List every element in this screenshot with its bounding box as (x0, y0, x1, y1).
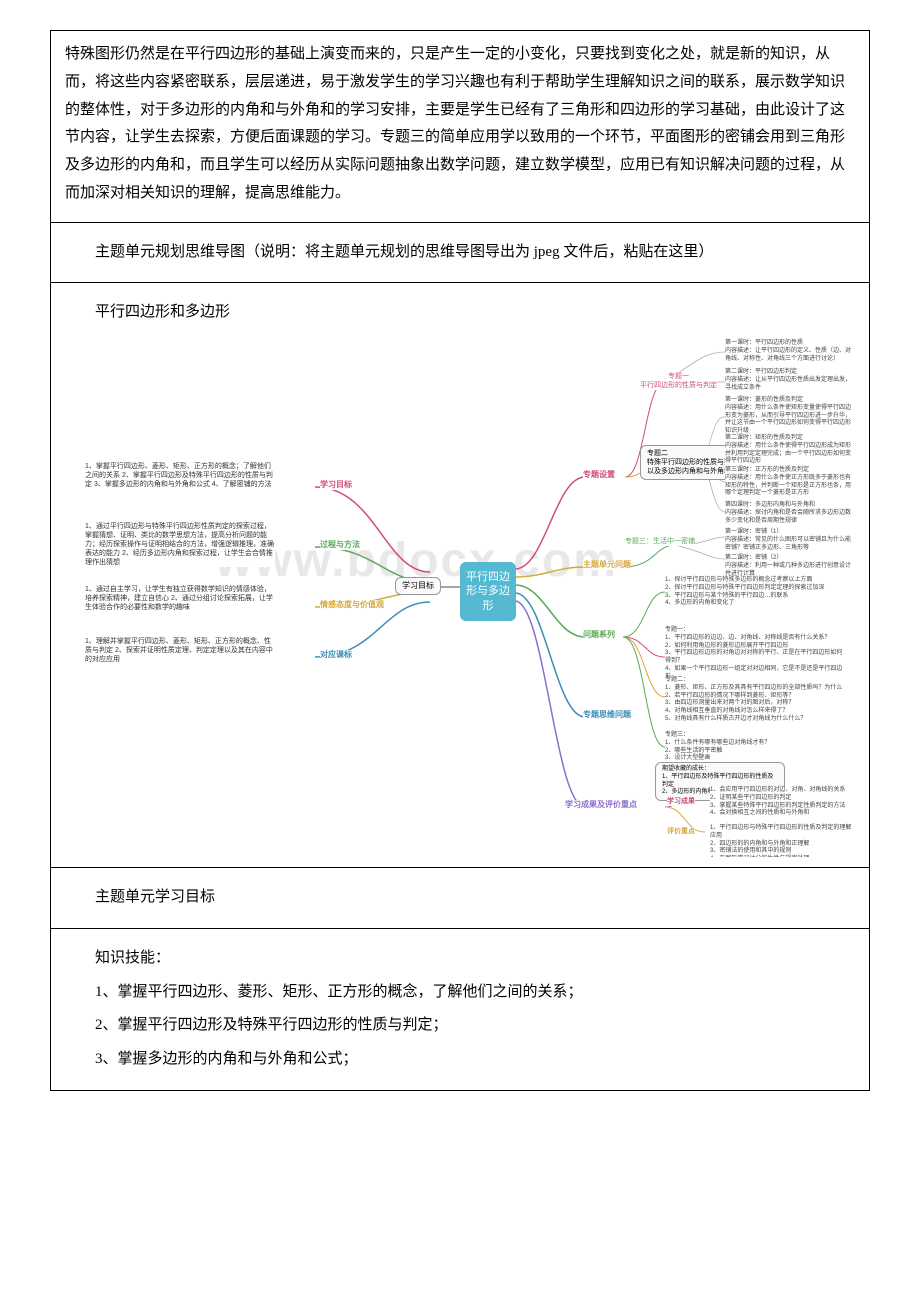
outcome-list-0: 1、会应用平行四边形的对边、对角、对角线的关系 2、证明某些平行四边形的判定 3… (710, 787, 855, 818)
qset-0: 专题一： 1、平行四边形的边边、边、对角线、对称线是否有什么关系？ 2、如何利用… (665, 627, 845, 682)
outcome-lbl-1: 评价重点 (667, 827, 695, 836)
intro-cell: 特殊图形仍然是在平行四边形的基础上演变而来的，只是产生一定的小变化，只要找到变化… (51, 31, 870, 223)
left-block-1: 1、通过平行四边形与特殊平行四边形性质判定的探索过程，掌握猜想、证明、类比的数学… (85, 522, 275, 567)
goals-header: 主题单元学习目标 (65, 884, 855, 912)
rb-4: 学习成果及评价重点 (565, 800, 637, 810)
left-hub: 学习目标 (395, 577, 441, 595)
left-cat-1: 过程与方法 (320, 540, 360, 550)
rb-0: 专题设置 (583, 470, 615, 480)
mindmap-title: 平行四边形和多边形 (65, 299, 855, 327)
subtopic3: 专题三：生活中一密铺 (625, 537, 695, 546)
mindmap-note-cell: 主题单元规划思维导图（说明：将主题单元规划的思维导图导出为 jpeg 文件后，粘… (51, 222, 870, 283)
outcome-list-1: 1、平行四边形与特殊平行四边形的性质及判定的理解应用 2、四边形的的内角和与外角… (710, 825, 855, 857)
skill-item-1: 1、掌握平行四边形、菱形、矩形、正方形的概念，了解他们之间的关系； (65, 979, 855, 1007)
left-block-0: 1、掌握平行四边形、菱形、矩形、正方形的概念；了解他们之间的关系 2、掌握平行四… (85, 462, 275, 489)
goals-header-cell: 主题单元学习目标 (51, 868, 870, 929)
mindmap-note: 主题单元规划思维导图（说明：将主题单元规划的思维导图导出为 jpeg 文件后，粘… (65, 239, 855, 267)
detail-6: 第一课时：密铺（1） 内容描述：常见的什么图形可以密铺且为什么能密铺？密铺正多边… (725, 529, 855, 552)
subtopic1: 专题一 平行四边形的性质与判定 (640, 372, 717, 390)
mindmap-diagram: www.bdocx.com (65, 337, 855, 857)
detail-3: 第二课时：矩形的性质及判定 内容描述：用什么条件使得平行四边形成为矩形并利用判定… (725, 435, 855, 466)
mindmap-center-node: 平行四边形与多边形 (460, 562, 516, 621)
left-block-2: 1、通过自主学习，让学生有独立获得数学知识的情感体验，培养探索精神，建立自信心 … (85, 585, 275, 612)
mindmap-cell: 平行四边形和多边形 www.bdocx.com (51, 283, 870, 868)
detail-4: 第三课时：正方形的性质及判定 内容描述：用什么条件使正方形既多于菱形也有矩形的特… (725, 467, 855, 498)
detail-2: 第一课时：菱形的性质及判定 内容描述：用什么条件使矩形变量使得平行四边形变为菱形… (725, 397, 855, 436)
detail-0: 第一课时：平行四边形的性质 内容描述：让平行四边形的定义、性质（边、对角线、对称… (725, 340, 855, 363)
skill-item-2: 2、掌握平行四边形及特殊平行四边形的性质与判定； (65, 1012, 855, 1040)
rb-2: 问题系列 (583, 630, 615, 640)
outcome-lbl-0: 学习成果 (667, 797, 695, 806)
document-table: 特殊图形仍然是在平行四边形的基础上演变而来的，只是产生一定的小变化，只要找到变化… (50, 30, 870, 1091)
q-main: 1、探讨平行四边形与特殊多边形的概念过考察以上方面 2、探讨平行四边形与特殊平行… (665, 577, 845, 608)
left-cat-3: 对应课标 (320, 650, 352, 660)
skill-item-3: 3、掌握多边形的内角和与外角和公式； (65, 1046, 855, 1074)
detail-5: 第四课时：多边形内角和与外角和 内容描述：探讨内角和是否会随所求多边形边数多少变… (725, 502, 855, 525)
rb-1: 主题单元问题 (583, 560, 631, 570)
skills-header: 知识技能： (65, 945, 855, 973)
left-cat-2: 情感态度与价值观 (320, 600, 384, 610)
left-cat-0: 学习目标 (320, 480, 352, 490)
qset-2: 专题三： 1、什么条件有哪有哪些边对角线才有？ 2、哪些生活的平密触 3、设计大… (665, 732, 845, 763)
rb-3: 专题思维问题 (583, 710, 631, 720)
qset-1: 专题二： 1、菱形、矩形、正方形及其具有平行四边形的全部性质吗？为什么 2、若平… (665, 677, 845, 724)
intro-paragraph: 特殊图形仍然是在平行四边形的基础上演变而来的，只是产生一定的小变化，只要找到变化… (65, 41, 855, 208)
detail-7: 第二课时：密铺（2） 内容描述：利用一种或几种多边形进行创意设计并进行计算 (725, 555, 855, 578)
detail-1: 第二课时：平行四边形判定 内容描述：让从平行四边形性质出发定理出发，寻找成立条件 (725, 369, 855, 392)
skills-cell: 知识技能： 1、掌握平行四边形、菱形、矩形、正方形的概念，了解他们之间的关系； … (51, 928, 870, 1090)
left-block-3: 1、理解并掌握平行四边形、菱形、矩形、正方形的概念、性质与判定 2、探索并证明性… (85, 637, 275, 664)
